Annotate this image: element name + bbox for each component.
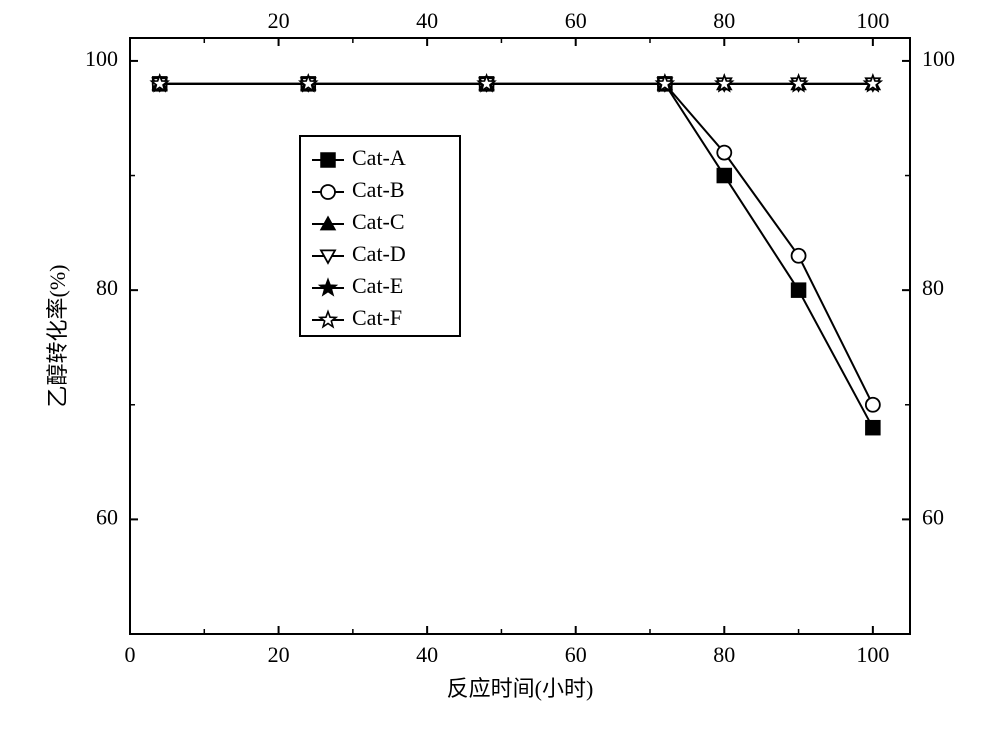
legend-item-label: Cat-F (352, 305, 402, 330)
legend-item-label: Cat-C (352, 209, 405, 234)
y-axis-label: 乙醇转化率(%) (45, 265, 70, 408)
xtick-bottom-label: 0 (125, 642, 136, 667)
ytick-right-label: 60 (922, 504, 944, 529)
xtick-top-label: 80 (713, 8, 735, 33)
legend-item-label: Cat-D (352, 241, 406, 266)
x-axis-label: 反应时间(小时) (447, 676, 594, 701)
series-Cat-B (153, 77, 880, 412)
chart-container: 0 20 40 60 80 100 20 40 60 80 100 60 80 100 60 80 100 反应时… (0, 0, 1000, 745)
legend: Cat-A Cat-B Cat-C Cat-D Cat-E Cat-F (300, 136, 460, 336)
series-Cat-A (153, 77, 880, 435)
xtick-bottom-label: 60 (565, 642, 587, 667)
ytick-left-label: 80 (96, 275, 118, 300)
xtick-top-label: 100 (856, 8, 889, 33)
chart-svg: 0 20 40 60 80 100 20 40 60 80 100 60 80 100 60 80 100 反应时… (0, 0, 1000, 745)
legend-item-label: Cat-A (352, 145, 406, 170)
xtick-top-label: 60 (565, 8, 587, 33)
legend-item-label: Cat-E (352, 273, 403, 298)
xtick-top-label: 40 (416, 8, 438, 33)
ytick-left-label: 60 (96, 504, 118, 529)
xtick-top-label: 20 (268, 8, 290, 33)
xtick-bottom-label: 100 (856, 642, 889, 667)
xtick-bottom-label: 80 (713, 642, 735, 667)
legend-item-label: Cat-B (352, 177, 405, 202)
xtick-bottom-label: 40 (416, 642, 438, 667)
ytick-right-label: 80 (922, 275, 944, 300)
ytick-right-label: 100 (922, 46, 955, 71)
xtick-bottom-label: 20 (268, 642, 290, 667)
series-Cat-F (152, 75, 881, 90)
ytick-left-label: 100 (85, 46, 118, 71)
